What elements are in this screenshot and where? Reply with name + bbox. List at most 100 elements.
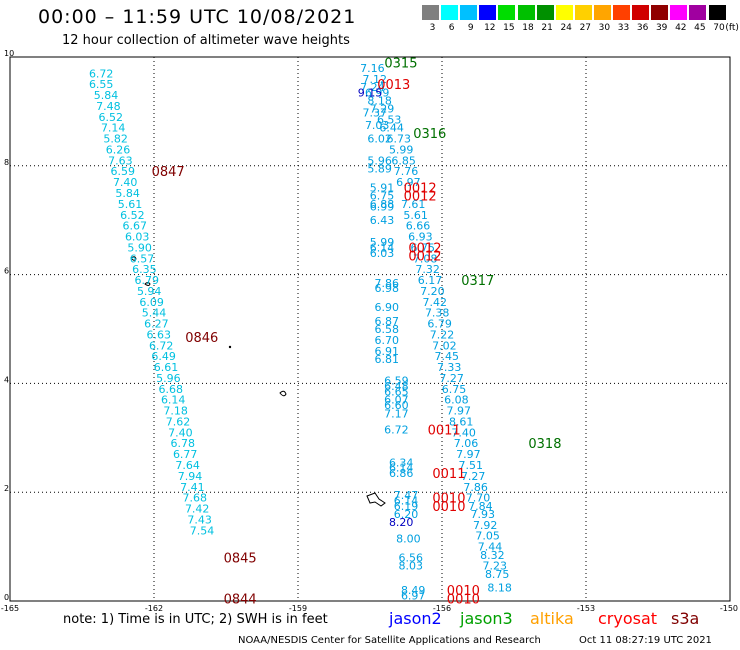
- wave-height-label: 6.61: [154, 361, 179, 374]
- wave-height-label: 6.79: [427, 318, 452, 331]
- wave-height-label: 7.40: [113, 176, 138, 189]
- colorbar-label: 70: [713, 23, 725, 33]
- wave-height-label: 6.72: [149, 339, 174, 352]
- wave-height-label: 7.86: [463, 481, 488, 494]
- wave-height-label: 6.59: [384, 375, 409, 388]
- wave-height-label: 5.96: [367, 154, 392, 167]
- colorbar-label: 45: [694, 23, 706, 33]
- wave-height-label: 7.92: [473, 519, 498, 532]
- island-outline: [366, 492, 386, 507]
- wave-height-label: 6.60: [384, 399, 409, 412]
- x-tick-label: -165: [1, 604, 19, 613]
- colorbar-label: 24: [560, 23, 572, 33]
- wave-height-label: 8.18: [487, 581, 512, 594]
- pass-time-label: 0012: [408, 250, 441, 265]
- wave-height-label: 6.87: [375, 315, 400, 328]
- colorbar-unit: (ft): [725, 23, 739, 33]
- legend-jason2: jason2: [389, 609, 442, 628]
- colorbar-swatch: [593, 5, 611, 20]
- wave-height-label: 6.14: [389, 462, 414, 475]
- pass-time-label: 0847: [152, 165, 185, 180]
- wave-height-label: 7.47: [394, 489, 419, 502]
- wave-height-label: 6.43: [370, 214, 395, 227]
- wave-height-label: 6.48: [384, 380, 409, 393]
- wave-height-label: 8.75: [485, 568, 510, 581]
- wave-height-label: 6.68: [159, 383, 184, 396]
- wave-height-label: 6.57: [130, 252, 155, 265]
- wave-height-label: 5.90: [127, 241, 152, 254]
- wave-height-label: 7.37: [363, 106, 388, 119]
- colorbar-label: 18: [522, 23, 534, 33]
- colorbar-label: 30: [598, 23, 611, 33]
- wave-height-label: 7.17: [384, 407, 409, 420]
- wave-height-label: 5.94: [137, 285, 162, 298]
- wave-height-label: 6.86: [389, 467, 414, 480]
- colorbar-swatch: [689, 5, 707, 20]
- wave-height-label: 6.52: [120, 209, 145, 222]
- wave-height-label: 7.70: [466, 492, 491, 505]
- wave-height-label: 6.75: [442, 383, 467, 396]
- wave-height-label: 7.61: [401, 198, 426, 211]
- wave-height-label: 6.35: [132, 263, 157, 276]
- wave-height-label: 9.15: [358, 86, 383, 99]
- wave-height-label: 6.09: [139, 296, 164, 309]
- wave-height-label: 6.99: [370, 201, 395, 214]
- colorbar-swatch: [441, 5, 459, 20]
- y-tick-label: 8: [4, 158, 9, 167]
- pass-time-label: 0010: [447, 584, 480, 599]
- wave-height-label: 7.12: [363, 73, 388, 86]
- wave-height-label: 6.79: [135, 274, 160, 287]
- wave-height-label: 7.86: [375, 277, 400, 290]
- wave-height-label: 6.34: [389, 456, 414, 469]
- island-outline: [130, 256, 137, 261]
- wave-height-label: 6.27: [144, 318, 169, 331]
- pass-time-label: 0011: [428, 424, 461, 439]
- colorbar-swatch: [651, 5, 669, 20]
- pass-time-label: 0010: [432, 492, 465, 507]
- wave-height-label: 7.40: [451, 426, 476, 439]
- x-tick-label: -153: [577, 604, 595, 613]
- wave-height-label: 7.08: [413, 252, 438, 265]
- wave-height-label: 6.26: [106, 143, 131, 156]
- chart-title: 00:00 – 11:59 UTC 10/08/2021: [38, 6, 357, 28]
- wave-height-label: 7.63: [108, 154, 133, 167]
- wave-height-label: 5.61: [118, 198, 143, 211]
- wave-height-label: 7.94: [178, 470, 203, 483]
- wave-height-label: 7.38: [425, 307, 450, 320]
- pass-time-label: 0013: [377, 78, 410, 93]
- wave-height-label: 6.78: [171, 437, 196, 450]
- pass-time-label: 0012: [404, 190, 437, 205]
- wave-height-label: 8.61: [449, 415, 474, 428]
- wave-height-label: 7.14: [101, 122, 126, 135]
- wave-height-label: 6.63: [147, 328, 172, 341]
- colorbar-swatch: [555, 5, 573, 20]
- pass-time-label: 0845: [224, 551, 257, 566]
- wave-height-label: 7.23: [483, 560, 508, 573]
- wave-height-label: 5.84: [94, 89, 119, 102]
- wave-height-label: 6.88: [370, 198, 395, 211]
- wave-height-label: 7.44: [478, 541, 503, 554]
- wave-height-label: 8.32: [480, 549, 505, 562]
- wave-height-label: 7.62: [166, 415, 191, 428]
- wave-height-label: 8.03: [399, 560, 424, 573]
- colorbar-swatch: [574, 5, 592, 20]
- colorbar-label: 42: [675, 23, 687, 33]
- wave-height-label: 7.93: [471, 508, 496, 521]
- wave-height-label: 7.29: [370, 103, 395, 116]
- wave-height-label: 6.66: [406, 220, 431, 233]
- wave-height-label: 7.16: [360, 62, 385, 75]
- colorbar-swatch: [422, 5, 439, 20]
- wave-height-label: 7.68: [183, 492, 208, 505]
- y-tick-label: 10: [4, 49, 14, 58]
- wave-height-label: 6.07: [384, 394, 409, 407]
- wave-height-label: 6.70: [375, 334, 400, 347]
- y-tick-label: 4: [4, 375, 9, 384]
- wave-height-label: 6.52: [99, 111, 124, 124]
- wave-height-label: 7.41: [180, 481, 205, 494]
- wave-height-label: 7.06: [454, 437, 479, 450]
- wave-height-label: 6.81: [375, 353, 400, 366]
- wave-height-label: 7.02: [432, 339, 457, 352]
- wave-height-label: 6.67: [123, 220, 148, 233]
- wave-height-label: 6.14: [394, 494, 419, 507]
